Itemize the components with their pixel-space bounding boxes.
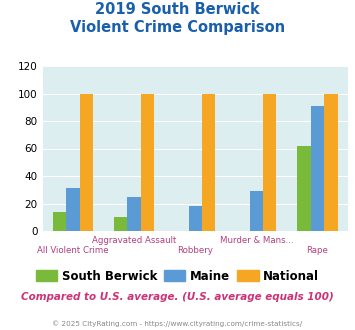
Bar <box>80 93 93 231</box>
Text: Murder & Mans...: Murder & Mans... <box>219 236 293 245</box>
Bar <box>202 93 215 231</box>
Bar <box>297 146 311 231</box>
Text: Violent Crime Comparison: Violent Crime Comparison <box>70 20 285 35</box>
Text: Robbery: Robbery <box>177 246 213 255</box>
Bar <box>263 93 277 231</box>
Text: 2019 South Berwick: 2019 South Berwick <box>95 2 260 16</box>
Text: Aggravated Assault: Aggravated Assault <box>92 236 176 245</box>
Bar <box>127 197 141 231</box>
Bar <box>53 212 66 231</box>
Bar <box>189 206 202 231</box>
Bar <box>311 106 324 231</box>
Text: Compared to U.S. average. (U.S. average equals 100): Compared to U.S. average. (U.S. average … <box>21 292 334 302</box>
Legend: South Berwick, Maine, National: South Berwick, Maine, National <box>31 265 324 287</box>
Bar <box>324 93 338 231</box>
Bar <box>66 188 80 231</box>
Bar <box>250 191 263 231</box>
Bar <box>114 217 127 231</box>
Text: All Violent Crime: All Violent Crime <box>37 246 109 255</box>
Text: Rape: Rape <box>306 246 328 255</box>
Text: © 2025 CityRating.com - https://www.cityrating.com/crime-statistics/: © 2025 CityRating.com - https://www.city… <box>53 320 302 327</box>
Bar <box>141 93 154 231</box>
